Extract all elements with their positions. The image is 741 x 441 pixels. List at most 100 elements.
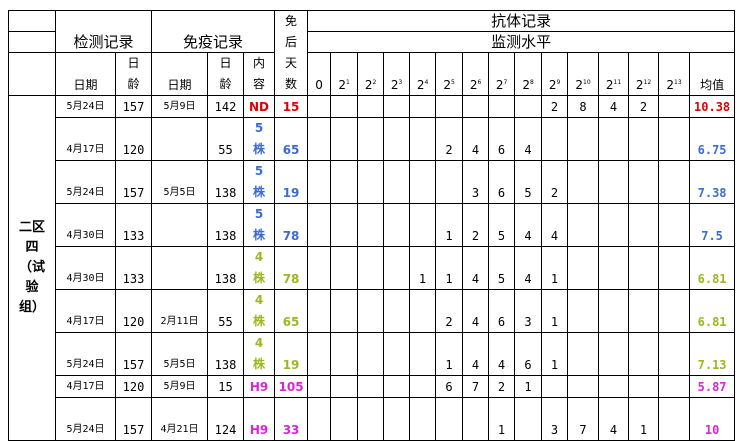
level-cell — [307, 332, 332, 376]
content: 4株 — [243, 332, 276, 376]
imm-age: 55 — [207, 289, 245, 333]
level-2pow2-header: 22 — [357, 52, 385, 96]
level-cell — [541, 117, 569, 161]
imm-age: 142 — [207, 95, 245, 118]
imm-date: 5月5日 — [151, 160, 209, 204]
mean-value: 7.13 — [689, 332, 736, 376]
level-cell: 2 — [488, 375, 516, 398]
content: H9 — [243, 397, 276, 441]
level-cell — [409, 117, 437, 161]
detect-date: 5月24日 — [55, 397, 116, 441]
level-cell: 1 — [435, 332, 464, 376]
power-exponent: 8 — [529, 79, 534, 86]
level-cell — [567, 289, 600, 333]
level-cell: 1 — [541, 332, 569, 376]
imm-age: 138 — [207, 332, 245, 376]
detect-date: 4月30日 — [55, 246, 116, 290]
level-2pow1-header: 21 — [330, 52, 359, 96]
level-cell — [307, 203, 332, 247]
monitor-level-header: 监测水平 — [307, 31, 736, 53]
imm-date-text: 5月9日 — [163, 101, 196, 112]
power-exponent: 2 — [372, 79, 377, 86]
content-text: 5株 — [253, 207, 266, 242]
level-2pow11-header: 211 — [598, 52, 630, 96]
level-cell: 1 — [409, 246, 437, 290]
level-cell: 6 — [488, 160, 516, 204]
level-cell — [383, 332, 411, 376]
level-cell: 6 — [514, 332, 543, 376]
detect-age: 120 — [114, 375, 153, 398]
level-cell: 4 — [598, 95, 630, 118]
detect-age: 157 — [114, 95, 153, 118]
level-cell: 1 — [514, 375, 543, 398]
table-row: 5月24日 157 5月5日 138 5株 19 3 6 5 2 7.38 — [9, 160, 736, 204]
imm-age: 138 — [207, 246, 245, 290]
level-cell — [383, 117, 411, 161]
level-cell — [628, 246, 660, 290]
level-cell — [409, 397, 437, 441]
level-cell — [658, 95, 691, 118]
corner-cell — [8, 31, 56, 53]
level-cell — [307, 375, 332, 398]
power-exponent: 5 — [450, 79, 455, 86]
imm-age: 15 — [207, 375, 245, 398]
power-exponent: 9 — [556, 79, 561, 86]
content: 5株 — [243, 117, 276, 161]
level-cell — [567, 246, 600, 290]
level-cell — [658, 289, 691, 333]
level-cell — [307, 160, 332, 204]
table-row: 4月17日 120 5月9日 15 H9 105 6 7 2 1 5.87 — [9, 375, 736, 398]
level-cell — [598, 332, 630, 376]
level-cell: 4 — [462, 289, 490, 333]
level-cell: 4 — [598, 397, 630, 441]
imm-date: 5月5日 — [151, 332, 209, 376]
detect-age: 157 — [114, 397, 153, 441]
imm-date — [151, 246, 209, 290]
level-cell — [567, 203, 600, 247]
content: 5株 — [243, 160, 276, 204]
power-base: 2 — [364, 78, 373, 92]
content: 5株 — [243, 203, 276, 247]
power-base: 2 — [575, 78, 584, 92]
level-cell: 4 — [514, 117, 543, 161]
power-base: 2 — [635, 78, 644, 92]
days-after: 19 — [274, 160, 309, 204]
level-cell — [435, 95, 464, 118]
level-2pow5-header: 25 — [435, 52, 464, 96]
level-2pow7-header: 27 — [488, 52, 516, 96]
imm-age: 55 — [207, 117, 245, 161]
power-base: 2 — [390, 78, 399, 92]
level-cell — [462, 95, 490, 118]
level-cell — [409, 332, 437, 376]
days-after: 105 — [274, 375, 309, 398]
level-cell: 6 — [488, 289, 516, 333]
level-cell: 7 — [462, 375, 490, 398]
power-exponent: 12 — [643, 79, 652, 86]
level-cell — [307, 289, 332, 333]
level-cell — [628, 117, 660, 161]
level-cell — [628, 203, 660, 247]
content-text: 4株 — [253, 336, 266, 371]
detect-date: 4月30日 — [55, 203, 116, 247]
table-row: 二区四（试验组） 5月24日 157 5月9日 142 ND 15 2 8 4 2 10.38 — [8, 95, 736, 441]
header-row-1: 检测记录 免疫记录 免后天数 抗体记录 — [8, 10, 736, 96]
level-cell — [330, 289, 359, 333]
date-header: 日期 — [55, 52, 116, 96]
header-row-3: 日期 日龄 日期 日龄 内容 0 21 22 23 24 25 26 27 28 29 210 21… — [8, 52, 736, 96]
level-cell: 5 — [488, 203, 516, 247]
level-cell — [383, 95, 411, 118]
level-cell: 1 — [541, 246, 569, 290]
content: 4株 — [243, 289, 276, 333]
mean-value: 10.38 — [689, 95, 736, 118]
level-cell: 4 — [514, 246, 543, 290]
imm-age-label: 日龄 — [219, 56, 232, 91]
level-cell — [567, 117, 600, 161]
level-cell: 1 — [628, 397, 660, 441]
level-cell: 1 — [541, 289, 569, 333]
level-cell — [383, 289, 411, 333]
level-cell — [357, 160, 385, 204]
level-cell — [628, 160, 660, 204]
content: H9 — [243, 375, 276, 398]
level-0-header: 0 — [307, 52, 332, 96]
power-exponent: 3 — [398, 79, 403, 86]
